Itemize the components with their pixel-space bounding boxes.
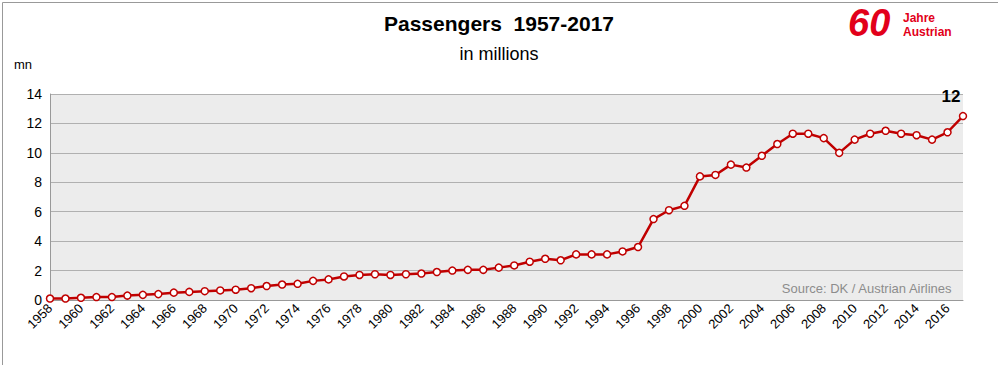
svg-text:1966: 1966 [148, 301, 179, 332]
svg-text:4: 4 [34, 233, 42, 249]
svg-text:1996: 1996 [612, 301, 643, 332]
svg-text:1984: 1984 [427, 301, 458, 332]
svg-text:1990: 1990 [519, 301, 550, 332]
svg-text:2014: 2014 [891, 301, 922, 332]
svg-text:1994: 1994 [581, 301, 612, 332]
svg-text:1968: 1968 [179, 301, 210, 332]
svg-text:12: 12 [942, 87, 961, 106]
svg-text:1974: 1974 [272, 301, 303, 332]
svg-text:10: 10 [26, 145, 42, 161]
svg-text:2004: 2004 [736, 301, 767, 332]
svg-text:2: 2 [34, 263, 42, 279]
svg-text:1970: 1970 [210, 301, 241, 332]
svg-text:6: 6 [34, 204, 42, 220]
svg-text:2010: 2010 [829, 301, 860, 332]
svg-text:2012: 2012 [860, 301, 891, 332]
svg-text:1976: 1976 [303, 301, 334, 332]
svg-text:1988: 1988 [489, 301, 520, 332]
svg-text:1958: 1958 [24, 301, 55, 332]
svg-text:in millions: in millions [459, 44, 538, 64]
svg-text:1972: 1972 [241, 301, 272, 332]
svg-text:14: 14 [26, 86, 42, 102]
svg-text:1960: 1960 [55, 301, 86, 332]
svg-text:Source: DK / Austrian Airlines: Source: DK / Austrian Airlines [782, 281, 952, 296]
svg-text:Austrian: Austrian [903, 25, 952, 39]
svg-text:1992: 1992 [550, 301, 581, 332]
svg-text:2008: 2008 [798, 301, 829, 332]
svg-text:8: 8 [34, 174, 42, 190]
svg-text:12: 12 [26, 115, 42, 131]
svg-text:mn: mn [14, 57, 32, 72]
svg-text:1986: 1986 [458, 301, 489, 332]
svg-text:1982: 1982 [396, 301, 427, 332]
svg-text:1962: 1962 [86, 301, 117, 332]
svg-text:1978: 1978 [334, 301, 365, 332]
svg-text:1964: 1964 [117, 301, 148, 332]
svg-text:2016: 2016 [922, 301, 953, 332]
svg-text:2006: 2006 [767, 301, 798, 332]
svg-text:Jahre: Jahre [903, 11, 935, 25]
svg-text:Passengers 1957-2017: Passengers 1957-2017 [384, 12, 614, 35]
svg-text:2000: 2000 [674, 301, 705, 332]
svg-text:1980: 1980 [365, 301, 396, 332]
svg-text:2002: 2002 [705, 301, 736, 332]
svg-text:1998: 1998 [643, 301, 674, 332]
svg-text:0: 0 [34, 292, 42, 308]
svg-text:60: 60 [848, 2, 890, 44]
